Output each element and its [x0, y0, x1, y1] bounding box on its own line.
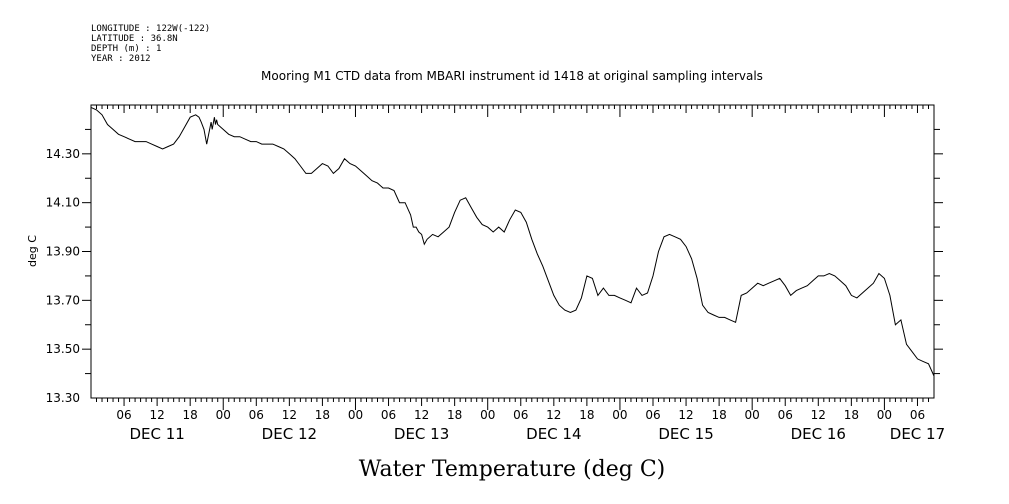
day-label: DEC 11 — [129, 425, 184, 443]
x-tick-label: 18 — [315, 408, 330, 422]
x-tick-label: 00 — [480, 408, 495, 422]
y-tick-labels: 13.30 13.50 13.70 13.90 14.10 14.30 — [46, 147, 80, 405]
meta-info: LONGITUDE : 122W(-122) LATITUDE : 36.8N … — [91, 24, 210, 64]
y-tick-label: 13.50 — [46, 342, 80, 356]
day-labels: DEC 11 DEC 12 DEC 13 DEC 14 DEC 15 DEC 16 DEC … — [129, 425, 945, 443]
y-tick-label: 14.10 — [46, 196, 80, 210]
y-axis-label: deg C — [26, 235, 39, 267]
x-tick-label: 12 — [282, 408, 297, 422]
day-label: DEC 12 — [262, 425, 317, 443]
day-label: DEC 15 — [658, 425, 713, 443]
x-tick-label: 00 — [348, 408, 363, 422]
x-tick-label: 18 — [711, 408, 726, 422]
x-tick-label: 00 — [745, 408, 760, 422]
y-tick-label: 14.30 — [46, 147, 80, 161]
x-tick-label: 06 — [381, 408, 396, 422]
x-tick-label: 12 — [149, 408, 164, 422]
meta-year: YEAR : 2012 — [91, 54, 151, 64]
x-tick-label: 06 — [910, 408, 925, 422]
y-tick-label: 13.90 — [46, 245, 80, 259]
day-label: DEC 13 — [394, 425, 449, 443]
y-tick-label: 13.70 — [46, 293, 80, 307]
x-tick-label: 18 — [447, 408, 462, 422]
x-tick-label: 06 — [116, 408, 131, 422]
x-tick-label: 00 — [216, 408, 231, 422]
meta-depth: DEPTH (m) : 1 — [91, 44, 161, 54]
plot-frame — [90, 104, 935, 399]
x-axis-label: Water Temperature (deg C) — [359, 457, 666, 482]
x-tick-label: 12 — [546, 408, 561, 422]
x-tick-labels: 06 12 18 00 06 12 18 00 06 12 18 00 06 12 18 00 06 12 18 00… — [116, 408, 925, 422]
day-label: DEC 14 — [526, 425, 581, 443]
x-tick-label: 06 — [513, 408, 528, 422]
x-tick-label: 06 — [778, 408, 793, 422]
y-tick-label: 13.30 — [46, 391, 80, 405]
x-tick-label: 18 — [844, 408, 859, 422]
x-tick-label: 00 — [612, 408, 627, 422]
x-tick-label: 18 — [183, 408, 198, 422]
temperature-line — [90, 106, 935, 377]
axis-ticks — [82, 105, 943, 410]
x-tick-label: 18 — [579, 408, 594, 422]
x-tick-label: 06 — [249, 408, 264, 422]
x-tick-label: 12 — [414, 408, 429, 422]
x-tick-label: 12 — [811, 408, 826, 422]
meta-latitude: LATITUDE : 36.8N — [91, 34, 178, 44]
day-label: DEC 17 — [890, 425, 945, 443]
chart-title: Mooring M1 CTD data from MBARI instrumen… — [261, 69, 763, 83]
x-tick-label: 06 — [645, 408, 660, 422]
meta-longitude: LONGITUDE : 122W(-122) — [91, 24, 210, 34]
x-tick-label: 00 — [877, 408, 892, 422]
x-tick-label: 12 — [678, 408, 693, 422]
day-label: DEC 16 — [791, 425, 846, 443]
